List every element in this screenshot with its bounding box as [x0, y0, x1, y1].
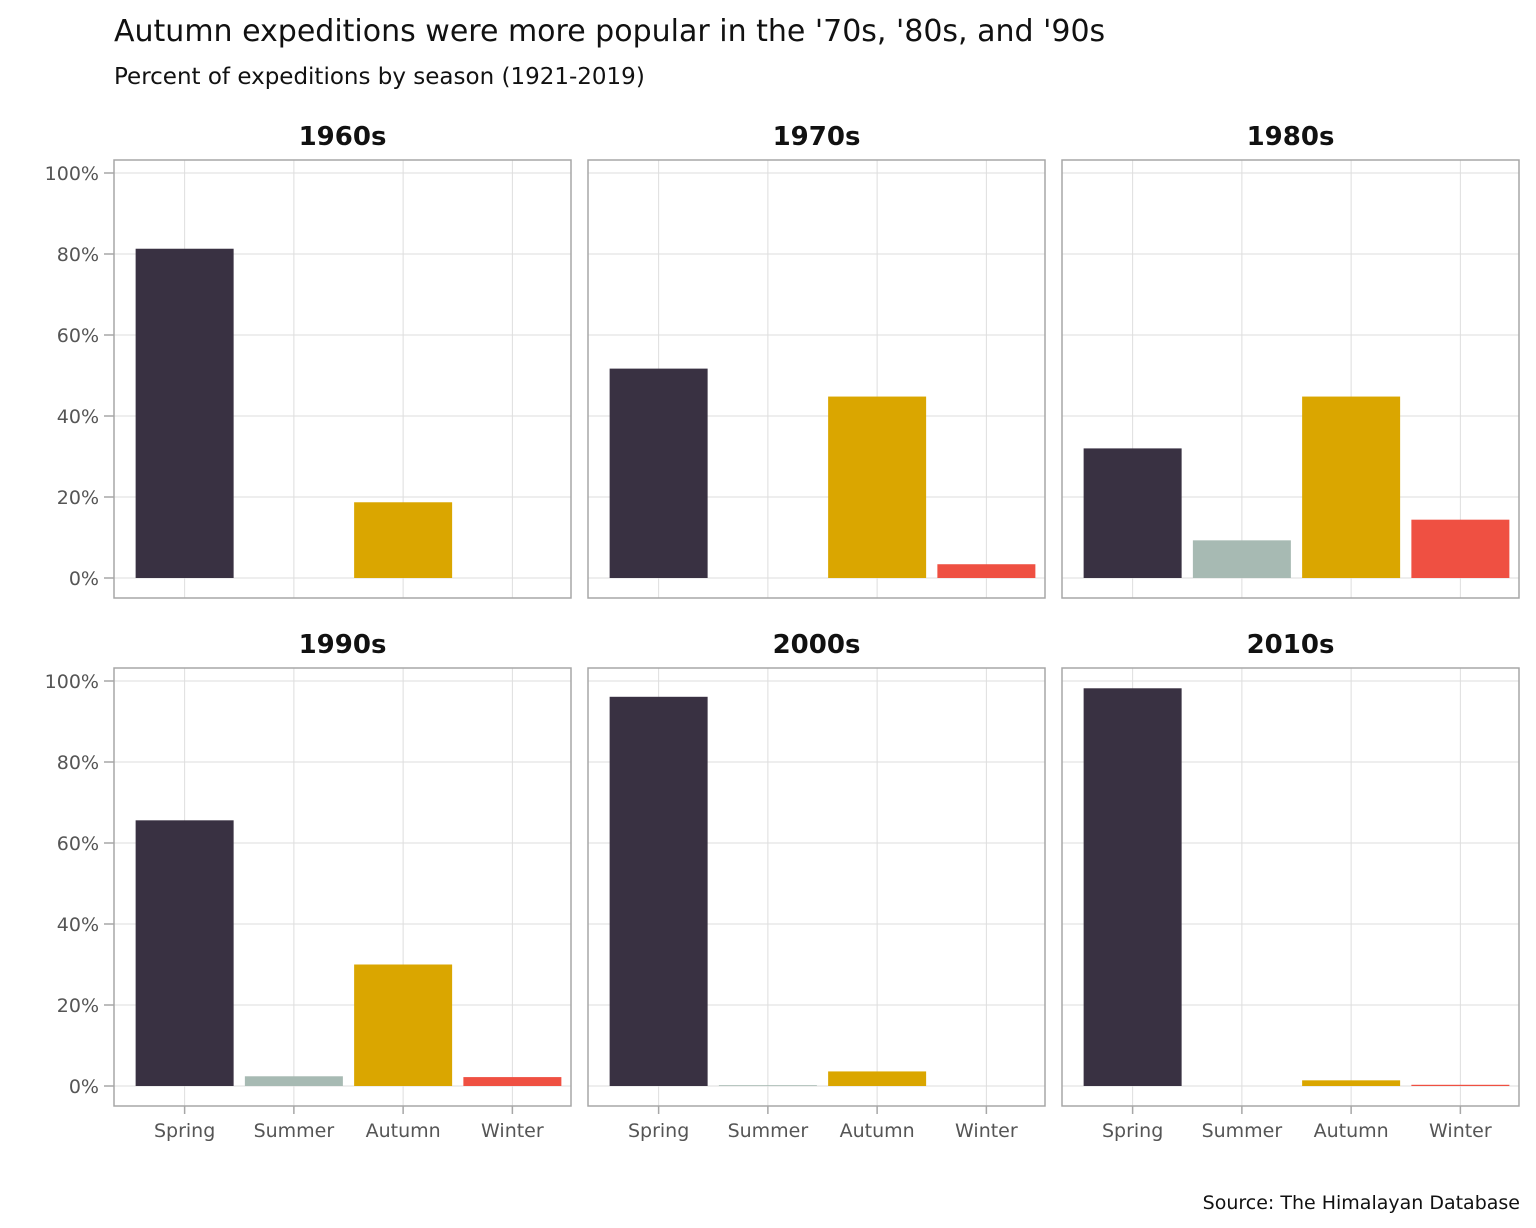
facet-panel: 2010s Spring Summer Autumn Winter — [1061, 630, 1520, 1142]
x-tick-label: Spring — [628, 1120, 689, 1142]
bar-1980s-spring — [1083, 448, 1182, 578]
panel-border — [587, 159, 1046, 599]
panel-border — [1061, 159, 1520, 599]
bar-1990s-spring — [135, 820, 234, 1086]
bar-1960s-spring — [135, 248, 234, 579]
x-tick-label: Autumn — [840, 1120, 915, 1142]
bar-2010s-autumn — [1302, 1080, 1401, 1086]
x-tick-label: Autumn — [1314, 1120, 1389, 1142]
chart-title: Autumn expeditions were more popular in … — [114, 14, 1105, 49]
facet-panels: 1960s 0% 20% 40% 60% 80% 100% 1970s 1980s 1990s 0%… — [45, 122, 1520, 1142]
x-tick-label: Autumn — [366, 1120, 441, 1142]
y-tick-label: 60% — [57, 833, 99, 855]
facet-strip-label: 1970s — [773, 122, 861, 152]
chart-caption: Source: The Himalayan Database — [1203, 1192, 1520, 1214]
x-tick-label: Winter — [1429, 1120, 1492, 1142]
y-tick-label: 40% — [57, 914, 99, 936]
bar-2000s-summer — [718, 1085, 817, 1086]
facet-strip-label: 1990s — [299, 630, 387, 660]
bar-1990s-summer — [244, 1076, 343, 1086]
bar-1990s-winter — [463, 1077, 562, 1086]
facet-panel: 1990s 0% 20% 40% 60% 80% 100% Spring Summer Autum… — [45, 630, 572, 1142]
x-tick-label: Spring — [1102, 1120, 1163, 1142]
chart-subtitle: Percent of expeditions by season (1921-2… — [114, 64, 645, 90]
panel-border — [113, 159, 572, 599]
bar-2000s-autumn — [828, 1071, 927, 1086]
bar-2010s-spring — [1083, 688, 1182, 1086]
bar-1960s-autumn — [354, 502, 453, 578]
x-tick-label: Spring — [154, 1120, 215, 1142]
bar-2010s-winter — [1411, 1084, 1510, 1086]
bar-1980s-autumn — [1302, 396, 1401, 578]
bar-1980s-summer — [1192, 540, 1291, 578]
x-tick-label: Winter — [955, 1120, 1018, 1142]
panel-border — [113, 667, 572, 1107]
facet-panel: 1960s 0% 20% 40% 60% 80% 100% — [45, 122, 572, 599]
panel-border — [1061, 667, 1520, 1107]
x-tick-label: Summer — [728, 1120, 809, 1142]
bar-1970s-winter — [937, 564, 1036, 578]
panel-border — [587, 667, 1046, 1107]
y-tick-label: 100% — [45, 163, 99, 185]
bar-1970s-autumn — [828, 396, 927, 578]
y-tick-label: 80% — [57, 244, 99, 266]
facet-strip-label: 2010s — [1247, 630, 1335, 660]
y-tick-label: 0% — [69, 1076, 99, 1098]
x-tick-label: Summer — [1202, 1120, 1283, 1142]
bar-1980s-winter — [1411, 519, 1510, 578]
x-tick-label: Summer — [254, 1120, 335, 1142]
bar-1970s-spring — [609, 368, 708, 578]
y-tick-label: 80% — [57, 752, 99, 774]
y-tick-label: 20% — [57, 995, 99, 1017]
y-tick-label: 0% — [69, 568, 99, 590]
y-tick-label: 60% — [57, 325, 99, 347]
facet-strip-label: 1980s — [1247, 122, 1335, 152]
facet-strip-label: 1960s — [299, 122, 387, 152]
facet-panel: 1970s — [587, 122, 1046, 599]
y-tick-label: 20% — [57, 487, 99, 509]
y-tick-label: 40% — [57, 406, 99, 428]
bar-2000s-spring — [609, 696, 708, 1086]
x-tick-label: Winter — [481, 1120, 544, 1142]
facet-panel: 1980s — [1061, 122, 1520, 599]
facet-panel: 2000s Spring Summer Autumn Winter — [587, 630, 1046, 1142]
facet-strip-label: 2000s — [773, 630, 861, 660]
y-tick-label: 100% — [45, 671, 99, 693]
bar-1990s-autumn — [354, 964, 453, 1086]
